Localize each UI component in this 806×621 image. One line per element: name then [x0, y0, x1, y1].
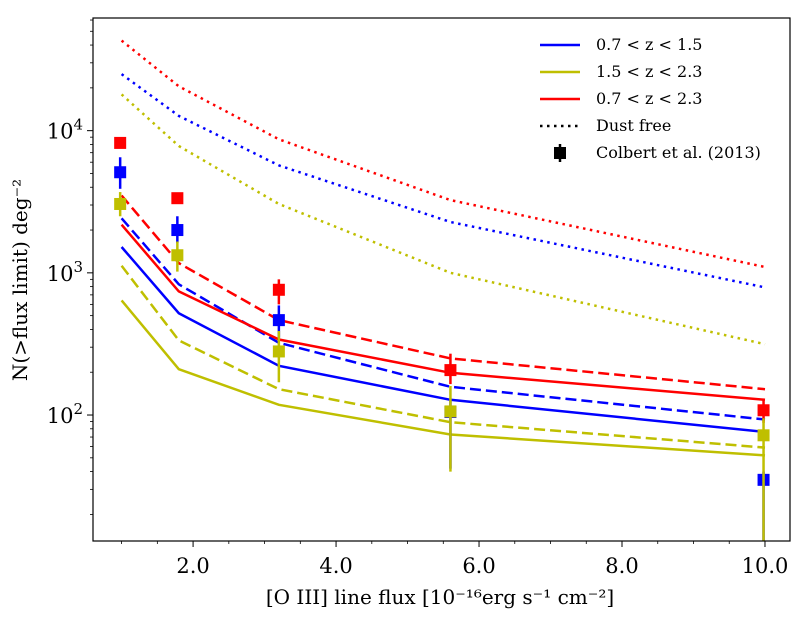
series-line-5: [120, 93, 766, 346]
x-tick-label-3: 8.0: [605, 554, 638, 578]
data-point-0-0: [114, 136, 127, 149]
legend-label-1: 1.5 < z < 2.3: [596, 62, 702, 81]
y-tick-label-1: 103: [47, 258, 83, 286]
x-tick-label-1: 4.0: [319, 554, 352, 578]
data-point-0-2: [272, 283, 285, 296]
legend-label-0: 0.7 < z < 1.5: [596, 35, 702, 54]
x-tick-label-0: 2.0: [176, 554, 209, 578]
data-point-2-1: [171, 249, 184, 262]
series-layer: [120, 39, 766, 457]
y-axis-title: N(>flux limit) deg⁻²: [8, 179, 32, 381]
observations-layer: [114, 136, 770, 541]
data-point-0-4: [757, 404, 770, 417]
x-axis-title: [O III] line flux [10⁻¹⁶erg s⁻¹ cm⁻²]: [266, 585, 614, 609]
legend-label-3: Dust free: [596, 116, 671, 135]
legend-label-4: Colbert et al. (2013): [596, 143, 761, 162]
y-tick-label-0: 102: [47, 400, 83, 428]
series-line-2: [120, 73, 766, 289]
data-point-0-3: [444, 364, 457, 377]
x-tick-label-4: 10.0: [742, 554, 789, 578]
legend-marker-4: [554, 147, 566, 159]
series-line-3: [120, 299, 766, 457]
data-point-1-0: [114, 166, 127, 179]
series-line-7: [120, 194, 766, 391]
data-point-1-2: [272, 314, 285, 327]
data-point-2-3: [444, 405, 457, 418]
data-point-0-1: [171, 192, 184, 205]
legend-label-2: 0.7 < z < 2.3: [596, 89, 702, 108]
legend: 0.7 < z < 1.5 1.5 < z < 2.3 0.7 < z < 2.3 D…: [540, 35, 761, 162]
y-tick-label-2: 104: [47, 116, 83, 144]
data-point-1-1: [171, 224, 184, 237]
data-point-2-2: [272, 345, 285, 358]
series-line-1: [120, 217, 766, 421]
data-point-2-4: [757, 429, 770, 442]
x-tick-label-2: 6.0: [462, 554, 495, 578]
series-line-4: [120, 265, 766, 449]
axes-layer: 2.0 4.0 6.0 8.0 10.0 102 103 104: [47, 17, 791, 578]
data-point-2-0: [114, 197, 127, 210]
